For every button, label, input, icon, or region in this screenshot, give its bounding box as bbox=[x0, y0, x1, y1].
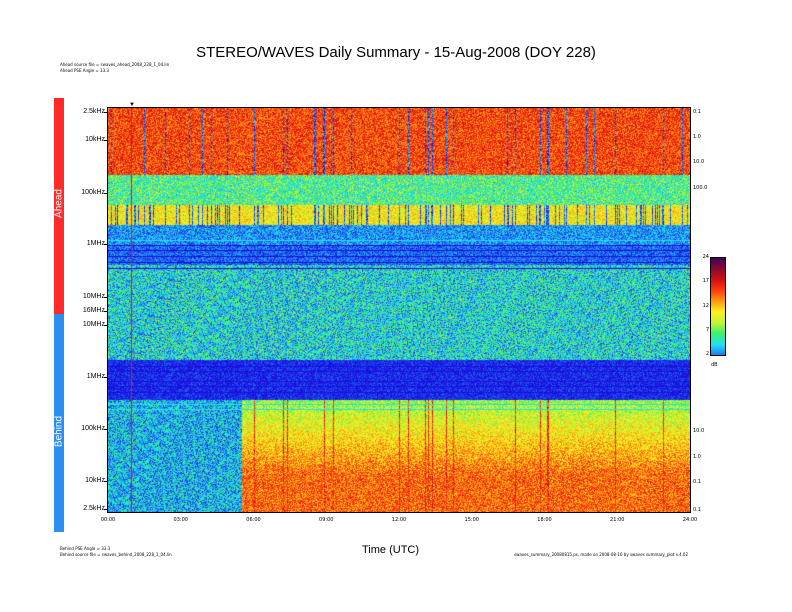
spectrogram bbox=[108, 108, 690, 512]
y-tick-mark bbox=[104, 140, 108, 141]
generation-note: swaves_summary_20080815.ps, made on 2008… bbox=[514, 552, 688, 557]
x-tick-label: 06:00 bbox=[246, 517, 261, 523]
ahead-source-note: Ahead source file = swaves_ahead_2008_22… bbox=[60, 62, 170, 67]
y-tick-mark bbox=[104, 297, 108, 298]
ahead-pse-note: Ahead PSE Angle = 33.3 bbox=[60, 68, 109, 73]
x-tick-label: 24:00 bbox=[682, 517, 698, 523]
x-axis-title: Time (UTC) bbox=[362, 544, 420, 556]
y-tick-mark bbox=[104, 325, 108, 326]
right-tick-label: 1.0 bbox=[693, 454, 701, 460]
chart-title: STEREO/WAVES Daily Summary - 15-Aug-2008… bbox=[196, 44, 596, 61]
x-tick-label: 18:00 bbox=[537, 517, 552, 523]
behind-bar: Behind bbox=[54, 314, 65, 532]
marker-triangle: ▼ bbox=[129, 102, 135, 108]
y-tick-label: 100kHz bbox=[81, 425, 105, 432]
x-tick-label: 21:00 bbox=[610, 517, 625, 523]
y-tick-label: 100kHz bbox=[81, 189, 105, 196]
behind-pse-note: Behind PSE Angle = 33.3 bbox=[60, 546, 111, 551]
y-tick-mark bbox=[104, 509, 108, 510]
y-tick-label: 1MHz bbox=[86, 373, 105, 380]
y-tick-label: 10kHz bbox=[85, 477, 105, 484]
colorbar-tick-label: 24 bbox=[702, 254, 709, 260]
right-tick-label: 100.0 bbox=[693, 185, 708, 191]
right-tick-label: 0.1 bbox=[693, 507, 701, 513]
y-tick-label: 1MHz bbox=[86, 240, 105, 247]
x-tick-label: 15:00 bbox=[464, 517, 479, 523]
right-tick-label: 1.0 bbox=[693, 134, 701, 140]
right-tick-label: 10.0 bbox=[693, 159, 705, 165]
y-tick-label: 16MHz bbox=[82, 307, 105, 314]
colorbar-tick-label: 12 bbox=[702, 302, 709, 309]
colorbar-tick-label: 7 bbox=[705, 326, 709, 333]
ahead-label: Ahead bbox=[53, 189, 65, 218]
y-tick-mark bbox=[104, 112, 108, 113]
ahead-bar: Ahead bbox=[53, 98, 65, 314]
y-tick-mark bbox=[104, 193, 108, 194]
colorbar-tick-label: 17 bbox=[702, 278, 709, 285]
colorbar-tick-label: 2 bbox=[705, 351, 709, 357]
colorbar-unit: dB bbox=[711, 362, 718, 368]
y-tick-label: 2.5kHz bbox=[83, 108, 105, 115]
y-tick-mark bbox=[104, 311, 108, 312]
behind-source-note: Behind source file = swaves_behind_2008_… bbox=[60, 552, 172, 557]
right-tick-label: 0.1 bbox=[693, 109, 701, 115]
right-tick-label: 10.0 bbox=[693, 428, 705, 434]
y-tick-mark bbox=[104, 377, 108, 378]
x-tick-label: 03:00 bbox=[173, 517, 188, 523]
x-tick-label: 09:00 bbox=[319, 517, 334, 523]
y-tick-label: 10kHz bbox=[85, 136, 105, 143]
y-tick-label: 2.5kHz bbox=[83, 505, 105, 512]
y-tick-label: 10MHz bbox=[82, 293, 105, 300]
right-tick-label: 0.1 bbox=[693, 479, 701, 485]
plot-frame bbox=[107, 107, 691, 513]
x-tick-label: 00:00 bbox=[100, 517, 116, 523]
y-tick-mark bbox=[104, 244, 108, 245]
colorbar bbox=[710, 257, 726, 356]
x-tick-label: 12:00 bbox=[391, 517, 407, 523]
y-tick-mark bbox=[104, 429, 108, 430]
y-tick-label: 10MHz bbox=[82, 321, 105, 328]
y-tick-mark bbox=[104, 481, 108, 482]
